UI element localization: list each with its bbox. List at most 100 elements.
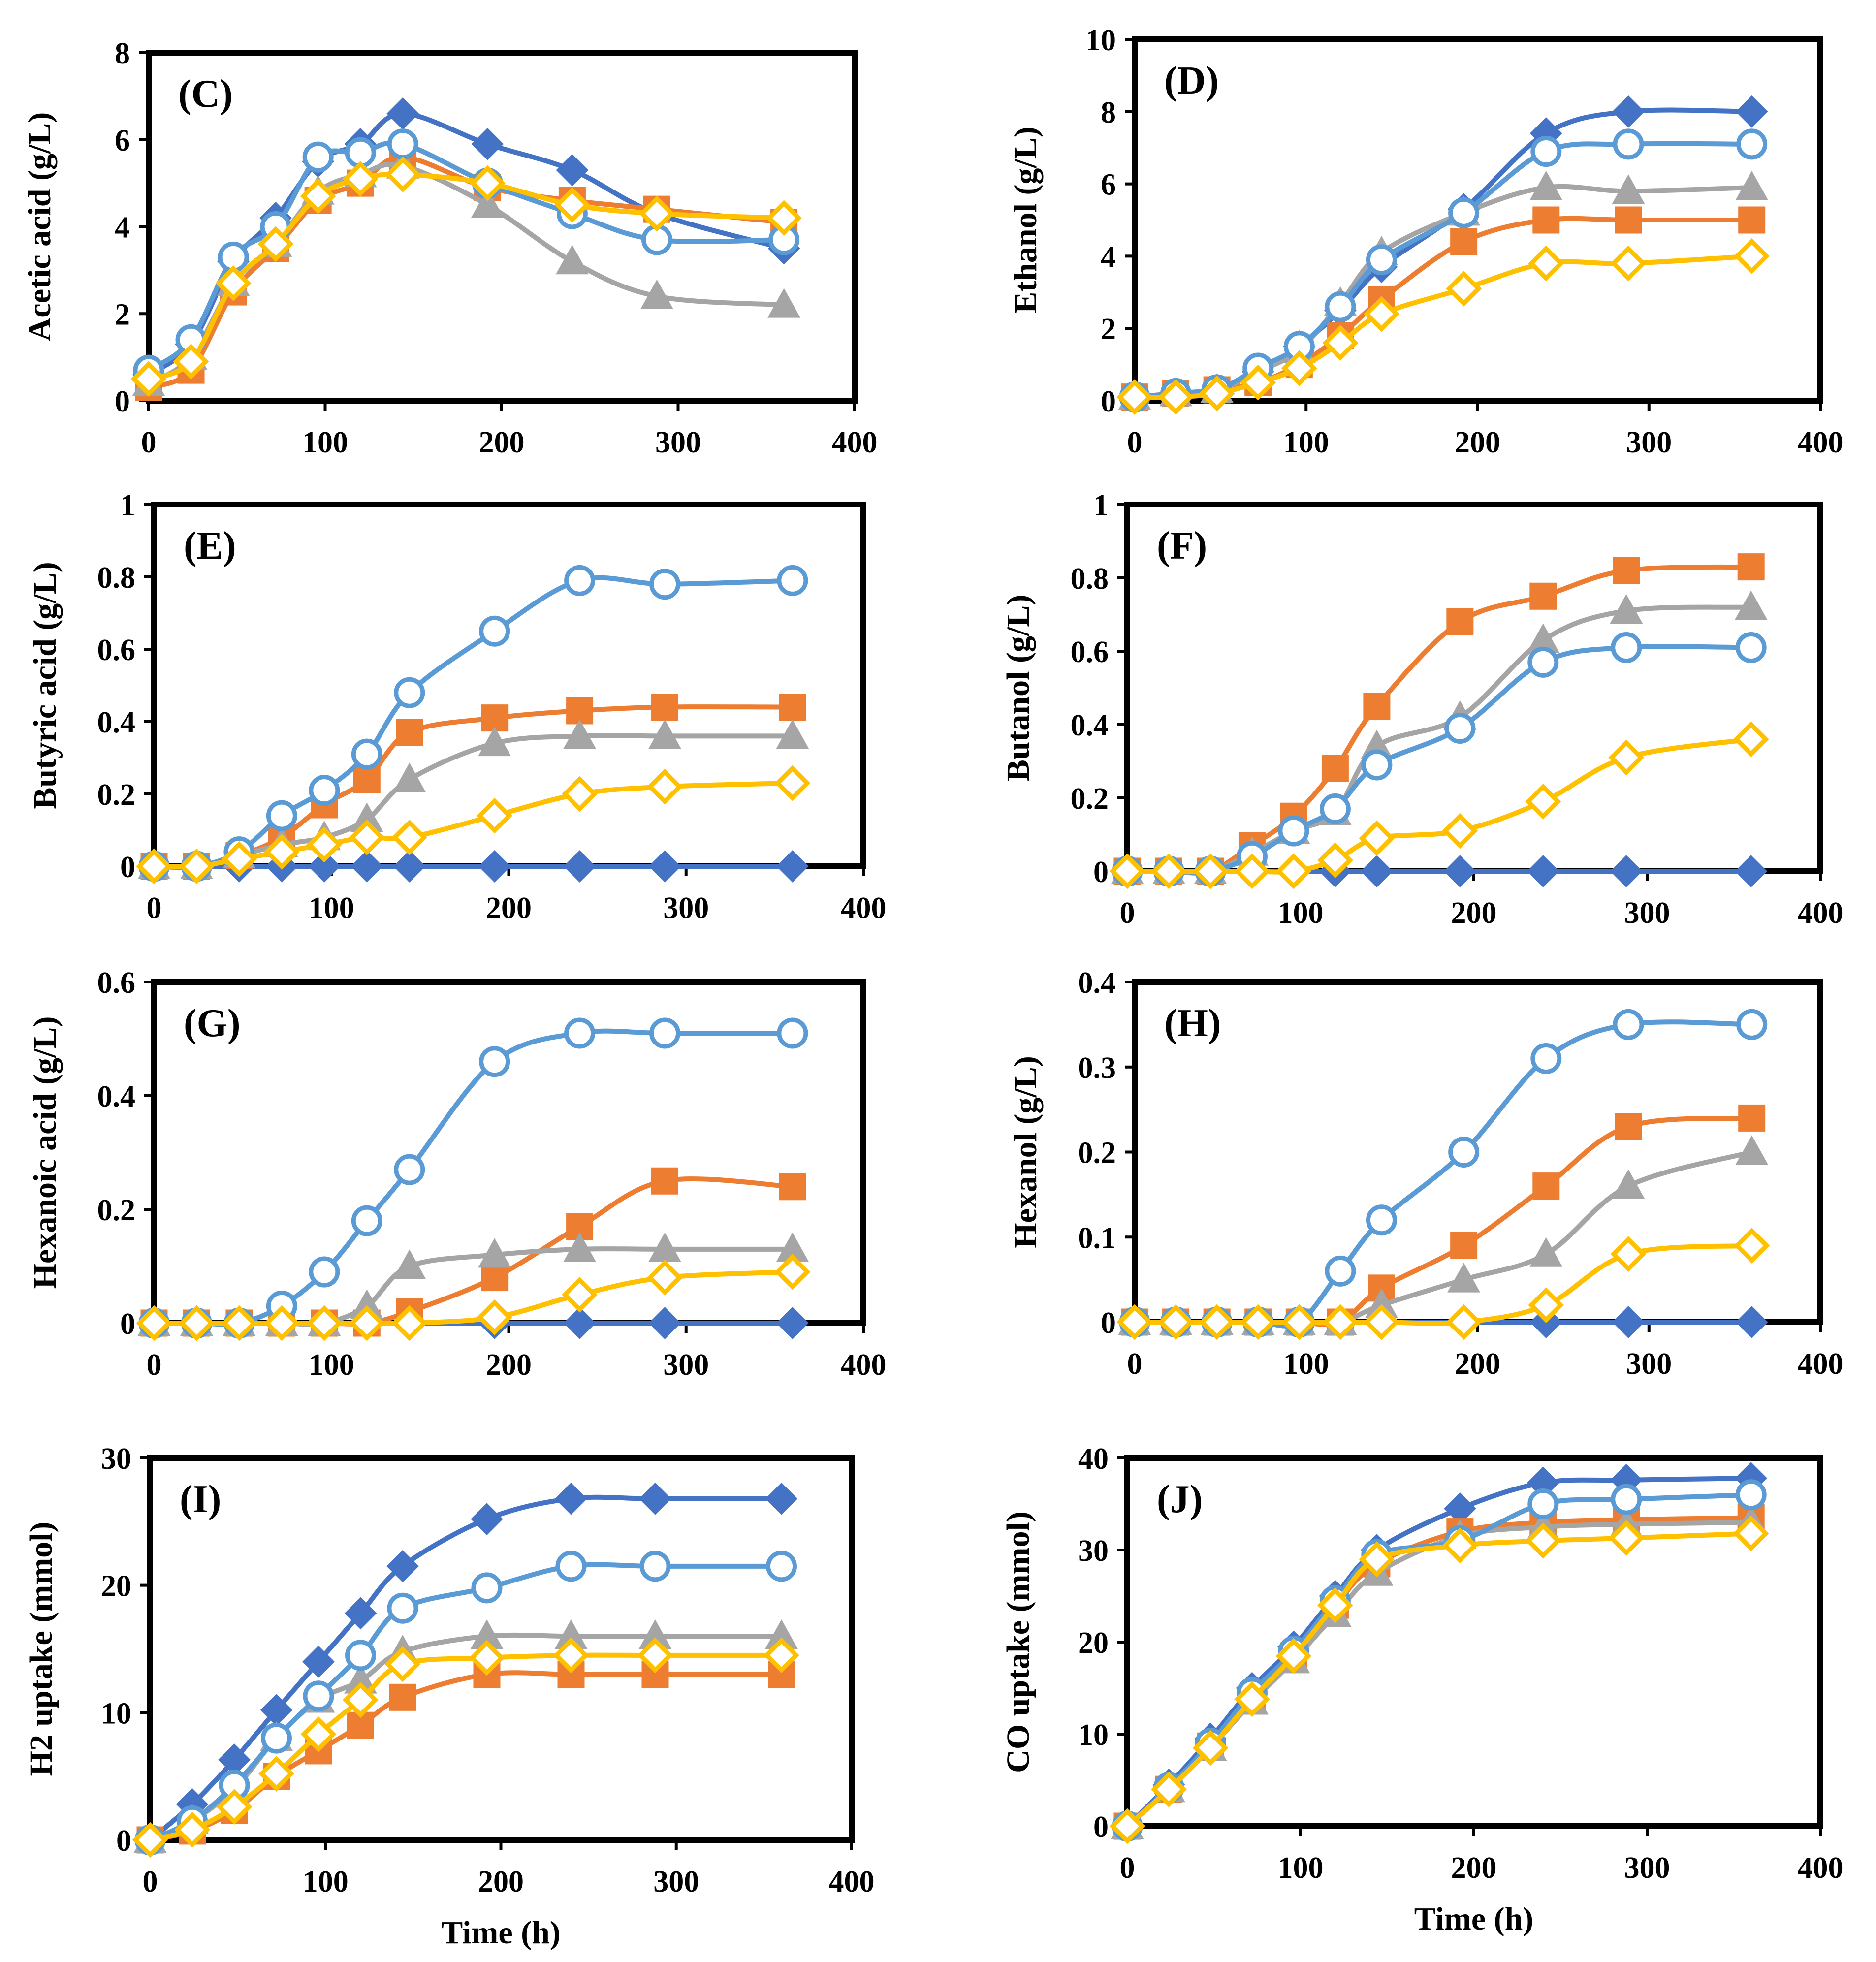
data-point	[1234, 1681, 1270, 1717]
series-line	[1135, 1149, 1753, 1326]
data-point	[351, 1205, 382, 1236]
data-point	[1444, 855, 1476, 887]
y-tick-label: 0.8	[1071, 562, 1109, 596]
data-point	[640, 279, 673, 309]
data-point	[1442, 813, 1478, 849]
data-point	[1612, 1306, 1645, 1338]
y-tick-label: 2	[115, 298, 130, 331]
y-tick-label: 1	[120, 489, 135, 522]
data-point	[648, 850, 681, 883]
x-tick-label: 200	[1451, 1851, 1497, 1885]
data-point	[386, 97, 419, 130]
data-point	[1109, 1808, 1145, 1844]
x-tick-label: 400	[841, 1348, 887, 1382]
data-point	[308, 850, 341, 883]
data-point	[639, 195, 675, 232]
y-tick-label: 0.2	[1071, 782, 1109, 816]
panel-label: (D)	[1164, 59, 1219, 102]
data-point	[302, 1646, 335, 1678]
data-point	[766, 200, 802, 236]
data-point	[1528, 1287, 1564, 1323]
data-point	[1444, 712, 1476, 744]
data-point	[387, 128, 418, 160]
data-point	[555, 1482, 587, 1515]
data-point	[649, 1017, 681, 1049]
y-tick-label: 0	[1101, 1306, 1116, 1340]
y-axis-title: Butyric acid (g/L)	[27, 562, 63, 809]
series-lightblue-circle	[1112, 632, 1767, 887]
y-tick-label: 10	[1078, 1718, 1109, 1752]
data-point	[1322, 1304, 1359, 1340]
data-point	[389, 1683, 416, 1711]
data-point	[779, 694, 806, 721]
data-point	[1613, 1009, 1644, 1040]
data-point	[1446, 271, 1482, 307]
data-point	[639, 1551, 671, 1582]
y-tick-label: 20	[101, 1570, 131, 1603]
x-tick-label: 300	[653, 1865, 699, 1899]
data-point	[1199, 1304, 1235, 1340]
data-point	[1192, 853, 1229, 889]
data-point	[1325, 1255, 1356, 1287]
x-tick-label: 300	[1626, 1347, 1672, 1381]
data-point	[1737, 553, 1765, 581]
data-point	[649, 569, 681, 600]
y-tick-label: 0.2	[97, 1194, 136, 1227]
y-tick-label: 0.6	[97, 966, 136, 1000]
data-point	[136, 1305, 172, 1341]
series-yellow-diamond	[1109, 1515, 1769, 1844]
y-tick-label: 0.4	[1078, 966, 1116, 1000]
series-orange-square	[1121, 1104, 1766, 1336]
data-point	[1359, 1541, 1395, 1578]
data-point	[309, 775, 340, 806]
x-tick-label: 200	[486, 1348, 532, 1382]
data-point	[1733, 721, 1769, 758]
data-point	[556, 154, 589, 187]
series-orange-square	[1113, 1504, 1765, 1840]
data-point	[396, 719, 423, 746]
x-tick-label: 100	[309, 1348, 354, 1382]
y-tick-label: 4	[1101, 240, 1116, 274]
data-point	[1319, 793, 1351, 824]
chart-panel-c: 0 2 4 6 8 0 100 200 300 400 Acetic acid (g/L) (C)	[22, 37, 878, 459]
data-point	[351, 738, 382, 770]
data-point	[258, 1756, 294, 1792]
data-point	[1447, 1263, 1481, 1293]
data-point	[562, 776, 598, 812]
data-point	[1529, 170, 1563, 200]
data-point	[1736, 1009, 1768, 1040]
data-point	[779, 1173, 806, 1201]
data-point	[477, 1299, 513, 1335]
data-point	[179, 1305, 215, 1341]
data-point	[1608, 739, 1645, 776]
y-tick-label: 0	[1093, 855, 1109, 889]
x-tick-label: 100	[309, 891, 354, 925]
x-axis-title: Time (h)	[441, 1915, 561, 1951]
data-point	[776, 1307, 809, 1339]
data-point	[266, 800, 297, 831]
data-point	[1529, 1237, 1563, 1267]
data-point	[1611, 1484, 1642, 1515]
x-tick-label: 100	[1278, 1851, 1324, 1885]
data-point	[774, 1254, 811, 1290]
x-tick-label: 400	[1798, 1347, 1844, 1381]
series-line	[1134, 141, 1752, 400]
x-tick-label: 100	[303, 1865, 349, 1899]
data-point	[1151, 1771, 1187, 1807]
data-point	[1446, 1304, 1482, 1340]
data-point	[1526, 855, 1559, 887]
data-point	[1450, 1232, 1478, 1260]
data-point	[394, 1154, 425, 1185]
data-point	[1361, 749, 1393, 781]
x-tick-label: 100	[302, 426, 348, 459]
data-point	[648, 719, 681, 749]
data-point	[647, 768, 683, 805]
y-tick-label: 0.4	[97, 706, 136, 739]
data-point	[1446, 608, 1474, 635]
y-tick-label: 8	[115, 37, 130, 70]
data-point	[1525, 784, 1561, 820]
data-point	[469, 1640, 505, 1676]
data-point	[1530, 1043, 1562, 1074]
